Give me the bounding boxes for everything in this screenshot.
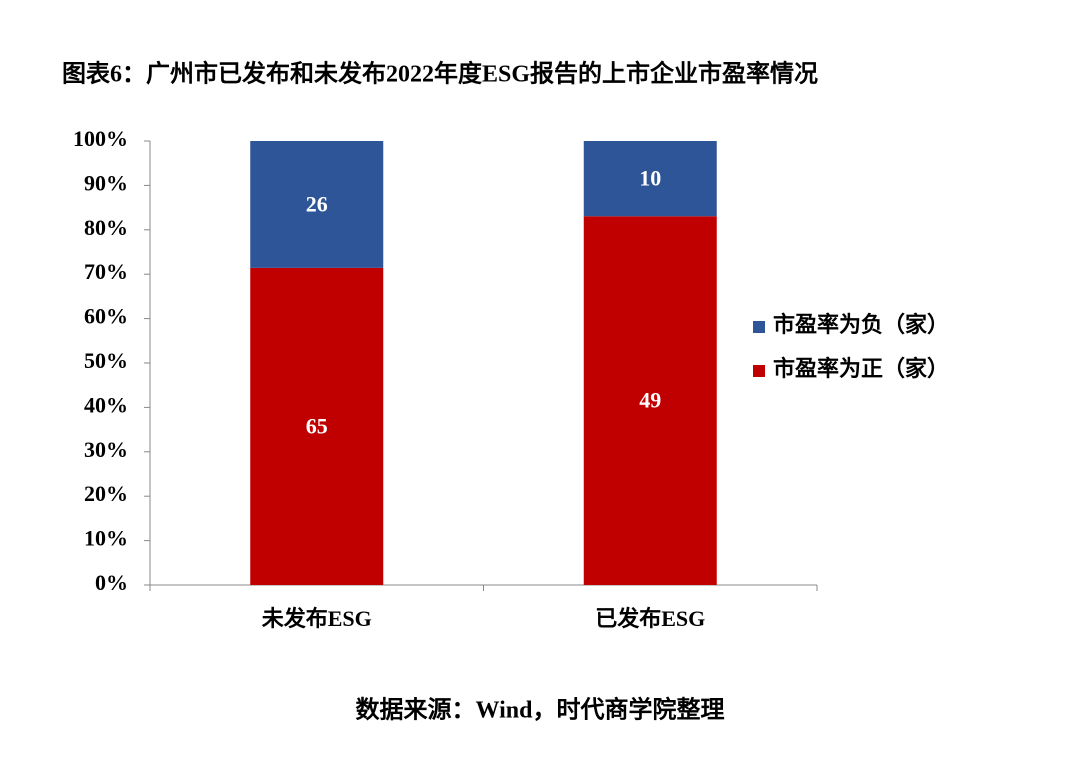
value-label: 65 (306, 413, 328, 438)
x-tick-label: 已发布ESG (595, 606, 705, 631)
bar-segment (250, 141, 384, 268)
y-tick-label: 80% (84, 215, 128, 240)
bar-segment (583, 216, 717, 585)
legend-label: 市盈率为正（家） (773, 356, 949, 381)
bar-segment (583, 141, 717, 217)
y-tick-label: 20% (84, 481, 128, 506)
legend-swatch (753, 365, 765, 377)
legend-label: 市盈率为负（家） (773, 312, 949, 337)
y-tick-label: 50% (84, 348, 128, 373)
value-label: 10 (639, 166, 661, 191)
source-note: 数据来源：Wind，时代商学院整理 (356, 696, 725, 724)
y-tick-label: 70% (84, 259, 128, 284)
x-tick-label: 未发布ESG (262, 606, 372, 631)
chart-title: 图表6：广州市已发布和未发布2022年度ESG报告的上市企业市盈率情况 (62, 60, 818, 88)
y-tick-label: 10% (84, 526, 128, 551)
value-label: 26 (306, 191, 328, 216)
legend-swatch (753, 321, 765, 333)
y-tick-label: 100% (73, 126, 128, 151)
y-tick-label: 40% (84, 392, 128, 417)
y-tick-label: 30% (84, 437, 128, 462)
y-tick-label: 0% (95, 570, 128, 595)
value-label: 49 (639, 388, 661, 413)
bar-segment (250, 267, 384, 585)
y-tick-label: 60% (84, 304, 128, 329)
y-tick-label: 90% (84, 170, 128, 195)
